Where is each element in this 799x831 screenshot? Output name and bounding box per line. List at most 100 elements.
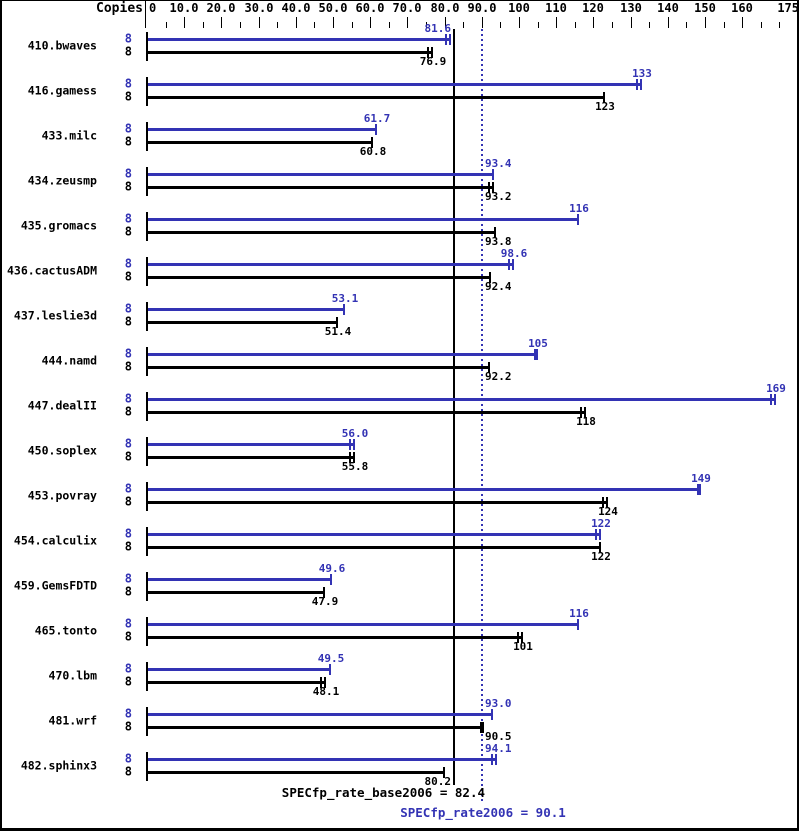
base-bar: [148, 140, 373, 144]
peak-copies-label: 8: [124, 211, 132, 226]
benchmark-name-label: 436.cactusADM: [6, 263, 97, 277]
base-bar-end-cap: [323, 586, 325, 598]
peak-bar: [148, 757, 497, 761]
base-bar-inner-cap: [602, 496, 604, 508]
base-bar: [148, 455, 355, 459]
peak-bar: [148, 352, 538, 356]
row-axis-bracket: [146, 392, 148, 421]
base-bar: [148, 680, 326, 684]
peak-bar: [148, 82, 642, 86]
peak-copies-label: 8: [124, 661, 132, 676]
base-copies-label: 8: [124, 314, 132, 329]
axis-minor-tick: [240, 22, 241, 28]
base-copies-label: 8: [124, 359, 132, 374]
axis-tick-label: 150: [694, 1, 716, 15]
base-bar-end-cap: [353, 451, 355, 463]
base-rate-reference-line: [453, 29, 455, 785]
peak-value-label: 56.0: [341, 427, 369, 440]
base-value-label: 60.8: [359, 145, 387, 158]
peak-bar: [148, 37, 451, 41]
base-value-label: 93.2: [485, 190, 512, 203]
peak-bar-end-cap: [577, 618, 579, 630]
benchmark-name-label: 450.soplex: [27, 443, 97, 457]
peak-value-label: 116: [569, 202, 589, 215]
base-value-label: 124: [598, 505, 618, 518]
base-bar-inner-cap: [517, 631, 519, 643]
base-copies-label: 8: [124, 404, 132, 419]
axis-minor-tick: [203, 22, 204, 28]
axis-tick-label: 20.0: [206, 1, 236, 15]
benchmark-name-label: 481.wrf: [48, 713, 97, 727]
axis-origin-line: [145, 1, 146, 28]
axis-major-tick: [184, 17, 185, 28]
peak-bar-end-cap: [492, 168, 494, 180]
base-bar: [148, 230, 496, 234]
axis-minor-tick: [779, 22, 780, 28]
base-bar: [148, 770, 445, 774]
peak-value-label: 93.4: [485, 157, 512, 170]
axis-tick-label: 30.0: [244, 1, 274, 15]
base-bar-end-cap: [336, 316, 338, 328]
peak-copies-label: 8: [124, 571, 132, 586]
base-copies-label: 8: [124, 449, 132, 464]
benchmark-name-label: 435.gromacs: [20, 218, 97, 232]
peak-bar: [148, 397, 776, 401]
base-bar-end-cap: [606, 496, 608, 508]
peak-bar-inner-cap: [445, 33, 447, 45]
base-bar-end-cap: [489, 271, 491, 283]
base-bar-inner-cap: [580, 406, 582, 418]
row-axis-bracket: [146, 347, 148, 376]
base-bar: [148, 50, 433, 54]
axis-minor-tick: [761, 22, 762, 28]
peak-copies-label: 8: [124, 121, 132, 136]
peak-bar: [148, 217, 579, 221]
base-value-label: 92.2: [485, 370, 512, 383]
base-value-label: 80.2: [424, 775, 452, 788]
base-bar-end-cap: [494, 226, 496, 238]
peak-bar-end-cap: [697, 483, 701, 495]
peak-bar-inner-cap: [636, 78, 638, 90]
base-value-label: 90.5: [485, 730, 512, 743]
benchmark-name-label: 465.tonto: [34, 623, 97, 637]
base-bar: [148, 320, 338, 324]
axis-tick-label: 120: [582, 1, 604, 15]
peak-bar-inner-cap: [508, 258, 510, 270]
row-axis-bracket: [146, 707, 148, 736]
benchmark-name-label: 482.sphinx3: [20, 758, 97, 772]
axis-major-tick: [593, 17, 594, 28]
row-axis-bracket: [146, 167, 148, 196]
base-bar: [148, 365, 490, 369]
axis-tick-label: 90.0: [467, 1, 497, 15]
axis-major-tick: [556, 17, 557, 28]
axis-minor-tick: [649, 22, 650, 28]
peak-bar-end-cap: [599, 528, 601, 540]
axis-minor-tick: [575, 22, 576, 28]
peak-bar-end-cap: [512, 258, 514, 270]
peak-bar-inner-cap: [491, 753, 493, 765]
base-value-label: 101: [513, 640, 533, 653]
peak-bar-end-cap: [774, 393, 776, 405]
axis-tick-label: 140: [657, 1, 679, 15]
base-bar-end-cap: [603, 91, 605, 103]
axis-tick-label: 100: [508, 1, 530, 15]
axis-major-tick: [445, 17, 446, 28]
peak-value-label: 105: [528, 337, 548, 350]
base-bar-inner-cap: [488, 181, 490, 193]
peak-value-label: 49.6: [318, 562, 346, 575]
peak-value-label: 49.5: [317, 652, 345, 665]
base-bar-inner-cap: [427, 46, 429, 58]
base-bar-end-cap: [431, 46, 433, 58]
row-axis-bracket: [146, 752, 148, 781]
peak-value-label: 133: [632, 67, 652, 80]
axis-minor-tick: [538, 22, 539, 28]
axis-minor-tick: [277, 22, 278, 28]
base-bar: [148, 725, 484, 729]
axis-tick-label: 10.0: [169, 1, 199, 15]
base-bar: [148, 590, 325, 594]
peak-bar: [148, 127, 377, 131]
base-bar-inner-cap: [320, 676, 322, 688]
peak-bar-end-cap: [343, 303, 345, 315]
row-axis-bracket: [146, 527, 148, 556]
peak-value-label: 93.0: [485, 697, 512, 710]
axis-tick-label: 50.0: [318, 1, 348, 15]
